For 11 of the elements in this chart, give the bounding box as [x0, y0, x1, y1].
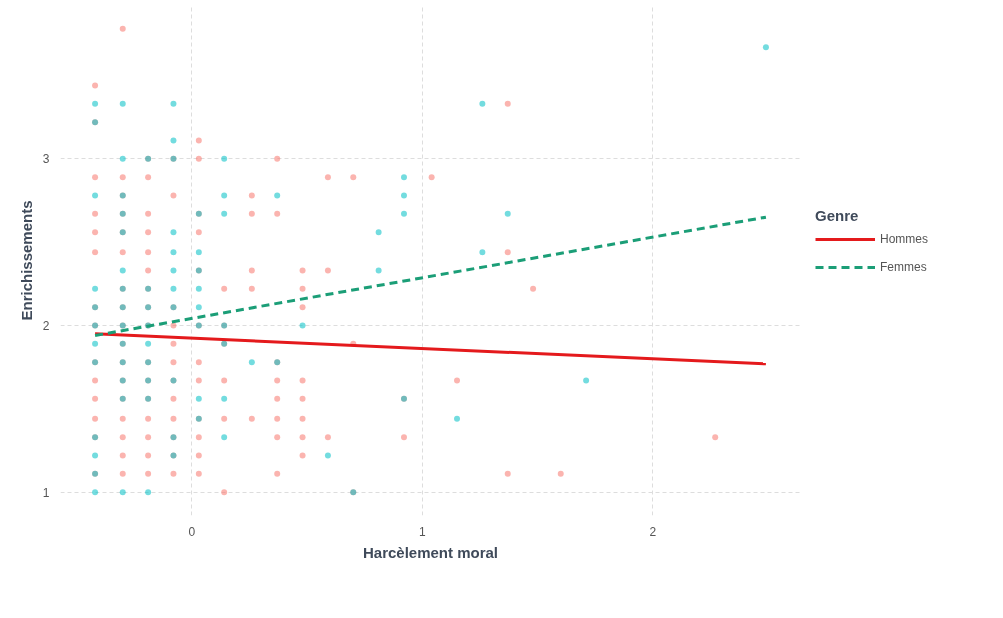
- legend-label: Femmes: [880, 260, 927, 274]
- legend-title: Genre: [815, 207, 860, 224]
- x-tick-label: 2: [649, 524, 657, 539]
- x-axis-title: Harcèlement moral: [362, 543, 499, 561]
- y-tick-label: 1: [42, 485, 50, 500]
- y-tick-label: 2: [42, 319, 50, 333]
- y-axis-title: Enrichissements: [17, 200, 35, 321]
- legend-label: Hommes: [880, 232, 929, 246]
- y-tick-label: 3: [42, 152, 50, 167]
- x-tick-label: 1: [419, 524, 427, 539]
- x-tick-label: 0: [188, 524, 196, 539]
